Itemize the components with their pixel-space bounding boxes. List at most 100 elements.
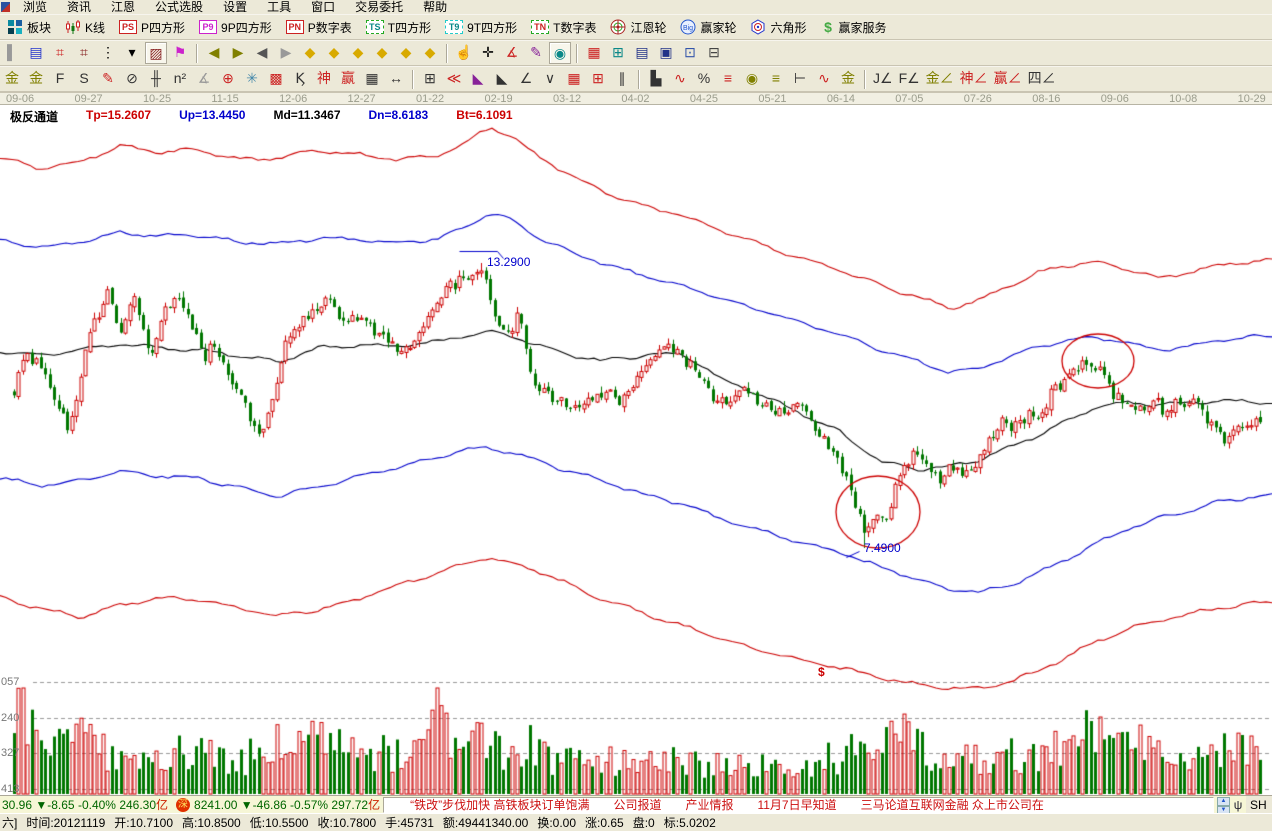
red-grid-box-icon[interactable]: ⊞	[592, 70, 604, 86]
fibonacci-ruler-icon[interactable]: F	[55, 70, 65, 86]
four-angle-icon[interactable]: 四∠	[1027, 70, 1056, 86]
gold-angle-icon[interactable]: 金∠	[925, 70, 954, 86]
gold-underline-icon[interactable]: 金	[841, 70, 855, 86]
parallel-lines-icon[interactable]: ∥	[618, 70, 626, 86]
spiral-icon[interactable]: S	[79, 70, 89, 86]
red-grid-icon[interactable]: ▦	[567, 70, 581, 86]
nine-t-square-button[interactable]: T9 9T四方形	[438, 15, 524, 39]
t-square-button[interactable]: TS T四方形	[359, 15, 438, 39]
smart-analysis-icon[interactable]: ◉	[549, 42, 571, 64]
shen-angle-icon[interactable]: 神∠	[959, 70, 988, 86]
diamond-h-expand-icon[interactable]: ◆	[352, 44, 364, 60]
trend-lines-icon[interactable]: ∠	[519, 70, 533, 86]
status-额: 额:49441340.00	[442, 816, 529, 830]
menu-item-6[interactable]: 工具	[267, 0, 292, 14]
menu-item-4[interactable]: 公式选股	[155, 0, 204, 14]
notebook-icon[interactable]: ▤	[635, 44, 649, 60]
angle-measure-icon[interactable]: ∡	[505, 44, 519, 60]
hexagon-button[interactable]: 六角形	[743, 15, 813, 39]
winner-service-button[interactable]: $ 赢家服务	[814, 15, 894, 39]
ticker-spinner[interactable]: ▲ ▼	[1217, 796, 1230, 815]
percent-chart-icon[interactable]: ▙	[650, 70, 662, 86]
date-label-05-21: 05-21	[758, 92, 787, 105]
k-measure-icon[interactable]: Ϗ	[295, 70, 305, 86]
winner-wheel-button[interactable]: Big 赢家轮	[673, 15, 743, 39]
kline-9-icon[interactable]: ⌗	[80, 44, 88, 60]
candle-style-icon[interactable]: ⋮	[101, 44, 115, 60]
diamond-full-icon[interactable]: ◆	[424, 44, 436, 60]
network-refresh-icon[interactable]: ⊡	[684, 44, 696, 60]
draw-tool-icon[interactable]: ✎	[530, 44, 542, 60]
percent-levels-icon[interactable]: ≡	[723, 70, 733, 86]
menu-item-7[interactable]: 窗口	[311, 0, 336, 14]
p-number-table-button[interactable]: PN P数字表	[279, 15, 359, 39]
chart-partial-icon[interactable]: ▌	[7, 44, 17, 60]
percent-icon[interactable]: %	[697, 70, 711, 86]
kline-3-icon[interactable]: ⌗	[56, 44, 64, 60]
hand-drag-icon[interactable]: ☝	[455, 44, 473, 60]
crosshair-icon[interactable]: ✛	[482, 44, 494, 60]
status-bar: 六] 时间:20121119 开:10.7100 高:10.8500 低:10.5500…	[0, 813, 1272, 831]
j-angle-icon[interactable]: J∠	[873, 70, 893, 86]
nine-t-square-button-label: 9T四方形	[467, 20, 518, 35]
menu-item-2[interactable]: 资讯	[67, 0, 92, 14]
gold-wave-icon[interactable]: ∿	[818, 70, 830, 86]
color-flag-icon[interactable]: ⚑	[173, 44, 187, 60]
news-ticker[interactable]: “铁改”步伐加快 高铁板块订单饱满 公司报道 产业情报 11月7日早知道 三马论…	[383, 796, 1214, 813]
heart-grid-icon[interactable]: ▩	[269, 70, 283, 86]
calendar-21-icon[interactable]: ▦	[587, 44, 601, 60]
remote-data-icon[interactable]: ⊟	[708, 44, 720, 60]
red-fan-icon[interactable]: ≪	[446, 70, 462, 86]
gold-levels-icon[interactable]: ≡	[771, 70, 781, 86]
report-list-icon[interactable]: ▤	[29, 44, 43, 60]
diamond-h-compress-icon[interactable]: ◆	[376, 44, 388, 60]
candle-style-dropdown-icon[interactable]: ▾	[128, 44, 136, 60]
circle-cross-icon[interactable]: ⊕	[222, 70, 234, 86]
gold-circle-icon[interactable]: ◉	[745, 70, 759, 86]
win-angle-icon[interactable]: 赢∠	[993, 70, 1022, 86]
nine-p-square-button[interactable]: P9 9P四方形	[192, 15, 279, 39]
kline-button[interactable]: K线	[58, 15, 112, 39]
gann-wheel-button[interactable]: 江恩轮	[603, 15, 673, 39]
star-grid-icon[interactable]: ✳	[246, 70, 258, 86]
f-angle-icon[interactable]: F∠	[898, 70, 920, 86]
shen-tool-icon[interactable]: 神	[317, 70, 331, 86]
kchart-mode-icon[interactable]: ▨	[145, 42, 167, 64]
gold-ruler-icon[interactable]: 金	[5, 70, 19, 86]
next-bar-icon[interactable]: ▶	[280, 44, 292, 60]
span-arrows-icon[interactable]: ↔	[389, 70, 403, 86]
mirror-angle-icon[interactable]: ∡	[197, 70, 211, 86]
gold-ruler2-icon[interactable]: 金	[29, 70, 43, 86]
n2-ruler-icon[interactable]: n²	[173, 70, 187, 86]
scale-ruler-icon[interactable]: ╫	[151, 70, 161, 86]
blocks-button[interactable]: 板块	[0, 15, 58, 39]
percent-wave-icon[interactable]: ∿	[674, 70, 686, 86]
menu-item-1[interactable]: 浏览	[23, 0, 48, 14]
p-square-button[interactable]: PS P四方形	[112, 15, 192, 39]
fan-box2-icon[interactable]: ◣	[496, 70, 508, 86]
menu-item-3[interactable]: 江恩	[111, 0, 136, 14]
t-number-table-button[interactable]: TN T数字表	[524, 15, 603, 39]
spinner-up-icon[interactable]: ▲	[1217, 796, 1230, 806]
fan-box-icon[interactable]: ◣	[472, 70, 484, 86]
diamond-all-icon[interactable]: ◆	[400, 44, 412, 60]
grid-123-icon[interactable]: ▦	[365, 70, 379, 86]
last-bar-icon[interactable]: ▶	[232, 44, 244, 60]
p-number-table-button-label: P数字表	[307, 20, 352, 35]
menu-item-9[interactable]: 帮助	[423, 0, 448, 14]
measure-pencil-icon[interactable]: ⊢	[793, 70, 807, 86]
first-bar-icon[interactable]: ◀	[208, 44, 220, 60]
box-select-icon[interactable]: ⊞	[424, 70, 436, 86]
diamond-left-icon[interactable]: ◆	[304, 44, 316, 60]
v-lines-icon[interactable]: ∨	[544, 70, 556, 86]
save-icon[interactable]: ▣	[659, 44, 673, 60]
pencil-ruler-icon[interactable]: ✎	[102, 70, 114, 86]
menu-item-5[interactable]: 设置	[223, 0, 248, 14]
diamond-right-icon[interactable]: ◆	[328, 44, 340, 60]
cycle-ruler-icon[interactable]: ⊘	[126, 70, 138, 86]
prev-bar-icon[interactable]: ◀	[256, 44, 268, 60]
win-tool-icon[interactable]: 赢	[341, 70, 355, 86]
calculator-icon[interactable]: ⊞	[612, 44, 624, 60]
menu-item-8[interactable]: 交易委托	[355, 0, 404, 14]
main-chart-canvas[interactable]	[0, 105, 1272, 795]
